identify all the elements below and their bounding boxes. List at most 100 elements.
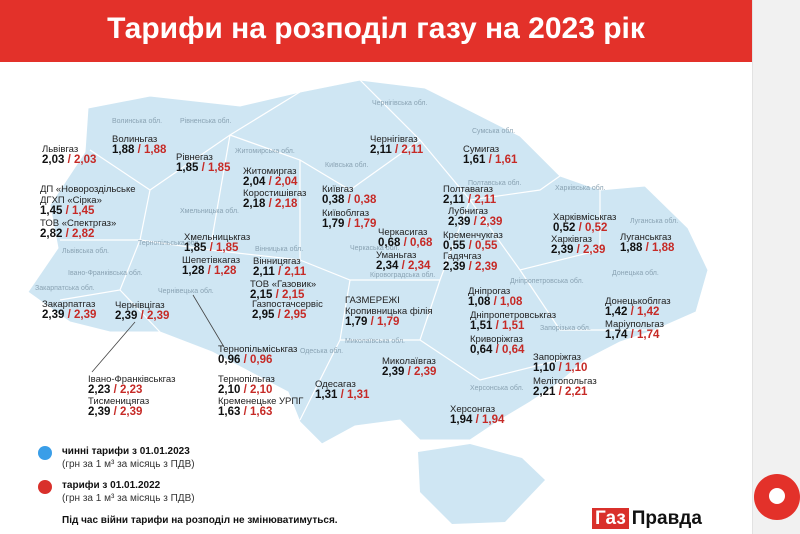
footnote: Під час війни тарифи на розподіл не змін…	[62, 515, 338, 526]
tariff-2023: 2,11	[443, 194, 465, 206]
region-label: Рівненська обл.	[180, 118, 232, 125]
region-label: Луганська обл.	[630, 218, 679, 225]
company-name: Миколаївгаз	[382, 356, 436, 367]
tariff-2022: 1,45	[62, 205, 94, 217]
tariff-2023: 2,15	[250, 289, 273, 301]
tariff-2022: 2,11	[275, 266, 306, 278]
company-name: ТОВ «Газовик»	[250, 279, 317, 290]
company: ТОВ «Газовик»2,152,15	[250, 279, 316, 301]
tariff-2023: 1,94	[450, 414, 473, 426]
tariff-2022: 2,11	[392, 144, 423, 156]
tariff-2022: 2,18	[265, 198, 297, 210]
tariff-2022: 2,21	[555, 386, 587, 398]
tariff-2023: 2,11	[253, 266, 275, 278]
tariff-2022: 2,15	[272, 289, 304, 301]
tariff-2022: 1,85	[198, 162, 230, 174]
tariff-2022: 1,88	[134, 144, 166, 156]
tariff-2022: 1,79	[367, 316, 399, 328]
logo: Газ Правда	[592, 508, 702, 532]
chat-button[interactable]	[754, 474, 800, 520]
company-name: Тисменицягаз	[88, 396, 150, 407]
tariff-2023: 2,39	[382, 366, 405, 378]
tariff-2022: 0,55	[465, 240, 497, 252]
region-label: Черкаська обл.	[350, 245, 400, 252]
company-name: Тернопільміськгаз	[218, 344, 298, 355]
region-label: Київська обл.	[325, 162, 369, 169]
logo-part: Правда	[631, 508, 702, 529]
tariff-2023: 2,11	[370, 144, 392, 156]
company-name: Рівнегаз	[176, 152, 213, 163]
tariff-2023: 2,34	[376, 260, 399, 272]
tariff-2022: 0,96	[240, 354, 272, 366]
region-label: Закарпатська обл.	[35, 285, 95, 292]
tariff-2022: 1,31	[337, 389, 369, 401]
region-label: Хмельницька обл.	[180, 208, 239, 215]
tariff-2023: 1,61	[463, 154, 486, 166]
tariff-2023: 1,85	[184, 242, 207, 254]
tariff-2023: 2,39	[443, 261, 466, 273]
tariff-2023: 2,23	[88, 384, 111, 396]
tariff-2023: 1,79	[345, 316, 368, 328]
tariff-2023: 1,31	[315, 389, 338, 401]
tariff-2023: 2,04	[243, 176, 266, 188]
region-label: Вінницька обл.	[255, 246, 304, 253]
company-name: Криворіжгаз	[470, 334, 523, 345]
company-name: Лубнигаз	[448, 206, 488, 217]
tariff-2022: 2,39	[64, 309, 96, 321]
region-label: Львівська обл.	[62, 248, 109, 255]
tariff-2022: 2,39	[110, 406, 142, 418]
company-name: Шепетівкагаз	[182, 255, 241, 266]
company-name: Коростишівгаз	[243, 188, 307, 199]
region-label: Харківська обл.	[555, 185, 606, 192]
company-name: Київоблгаз	[322, 208, 370, 219]
legend-label: тарифи з 01.01.2022	[62, 480, 161, 491]
region-label: Полтавська обл.	[468, 180, 522, 187]
company-name: Житомиргаз	[243, 166, 297, 177]
legend-label: чинні тарифи з 01.01.2023	[62, 446, 190, 457]
tariff-2022: 1,42	[627, 306, 659, 318]
tariff-2023: 2,39	[88, 406, 111, 418]
region-label: Івано-Франківська обл.	[68, 270, 143, 277]
company-name: Харківміськгаз	[553, 212, 617, 223]
side-panel	[752, 0, 800, 534]
region-label: Чернігівська обл.	[372, 100, 428, 107]
legend-note: (грн за 1 м³ за місяць з ПДВ)	[62, 459, 195, 470]
ukraine-shape	[27, 79, 709, 445]
tariff-2023: 1,42	[605, 306, 628, 318]
company-name: Дніпрогаз	[468, 286, 511, 297]
tariff-2023: 0,64	[470, 344, 493, 356]
legend-dot	[38, 480, 52, 494]
company-name: Чернігівгаз	[370, 134, 418, 145]
tariff-2023: 2,39	[448, 216, 471, 228]
company-name: Дніпропетровськгаз	[470, 310, 557, 321]
tariff-2022: 1,94	[472, 414, 504, 426]
tariff-2023: 1,45	[40, 205, 63, 217]
tariff-2022: 2,39	[404, 366, 436, 378]
tariff-2023: 2,21	[533, 386, 556, 398]
tariff-2022: 1,28	[204, 265, 236, 277]
region-label: Запорізька обл.	[540, 325, 591, 332]
tariff-2023: 1,79	[322, 218, 345, 230]
tariff-2023: 1,08	[468, 296, 491, 308]
company-name: Кременчукгаз	[443, 230, 503, 241]
tariff-2022: 0,52	[575, 222, 607, 234]
company-name: ДП «Новороздільське ДГХП «Сірка»	[40, 184, 136, 206]
